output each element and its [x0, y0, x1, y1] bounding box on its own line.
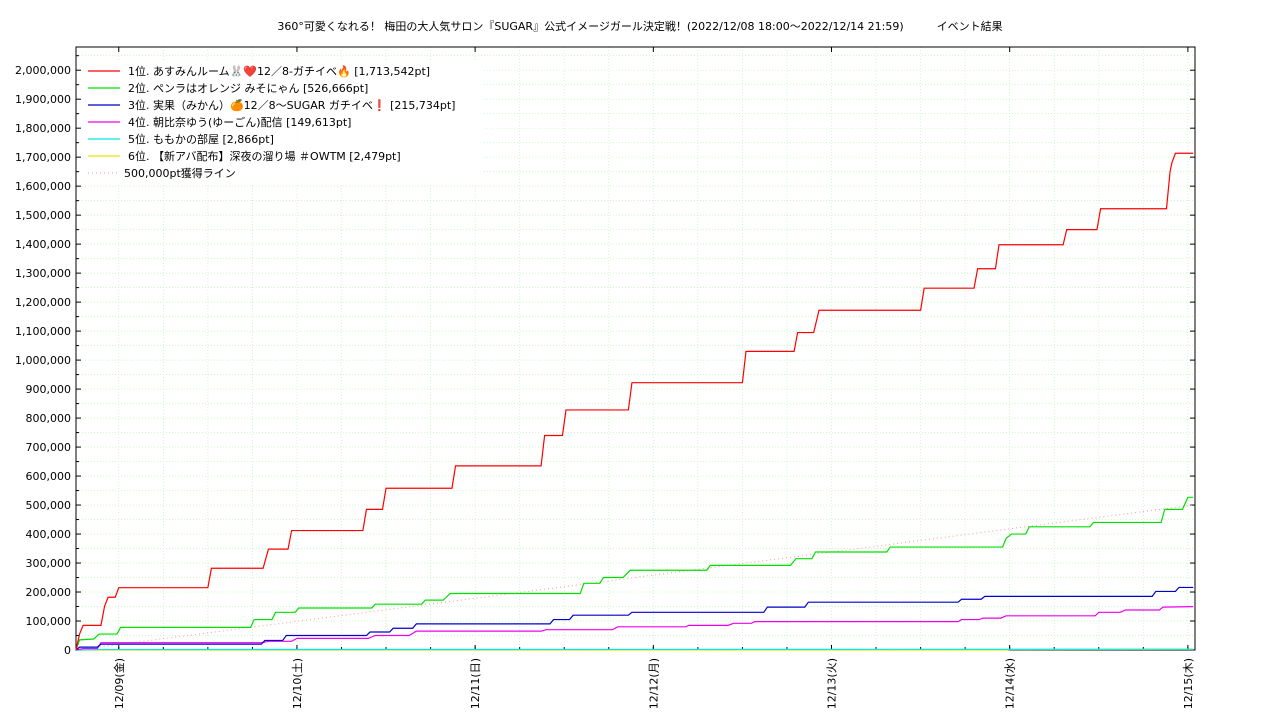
- legend-label-4: 4位. 朝比奈ゆう(ゆーごん)配信 [149,613pt]: [128, 115, 351, 129]
- x-tick-label: 12/10(土): [291, 658, 304, 709]
- y-tick-label: 100,000: [26, 615, 72, 628]
- legend-label-1: 1位. あすみんルーム🐰❤️12／8-ガチイベ🔥 [1,713,542pt]: [128, 64, 430, 78]
- x-tick-label: 12/12(月): [647, 658, 660, 709]
- y-tick-label: 1,600,000: [15, 180, 71, 193]
- y-tick-label: 1,800,000: [15, 122, 71, 135]
- chart-title: 360°可愛くなれる！ 梅田の大人気サロン『SUGAR』公式イメージガール決定戦…: [277, 20, 1003, 33]
- legend-background: [82, 60, 482, 185]
- legend-label-5: 5位. ももかの部屋 [2,866pt]: [128, 132, 274, 146]
- y-tick-label: 500,000: [26, 499, 72, 512]
- x-tick-label: 12/15(木): [1182, 658, 1195, 709]
- legend-label-6: 6位. 【新アバ配布】深夜の溜り場 ＃OWTM [2,479pt]: [128, 149, 401, 163]
- y-tick-label: 1,900,000: [15, 93, 71, 106]
- y-tick-label: 600,000: [26, 470, 72, 483]
- y-tick-label: 700,000: [26, 441, 72, 454]
- series-line-1: [75, 152, 1194, 651]
- y-tick-label: 1,700,000: [15, 151, 71, 164]
- y-tick-label: 1,500,000: [15, 209, 71, 222]
- y-tick-label: 1,200,000: [15, 296, 71, 309]
- x-tick-label: 12/13(火): [826, 658, 839, 709]
- y-tick-label: 900,000: [26, 383, 72, 396]
- y-tick-label: 1,400,000: [15, 238, 71, 251]
- y-tick-label: 300,000: [26, 557, 72, 570]
- y-tick-label: 1,100,000: [15, 325, 71, 338]
- y-tick-label: 200,000: [26, 586, 72, 599]
- x-tick-label: 12/11(日): [469, 658, 482, 709]
- series-line-3: [75, 586, 1194, 651]
- y-tick-label: 1,300,000: [15, 267, 71, 280]
- y-tick-label: 1,000,000: [15, 354, 71, 367]
- series-line-5: [75, 648, 1194, 651]
- series-line-2: [75, 496, 1194, 651]
- y-tick-label: 0: [64, 644, 71, 657]
- y-tick-label: 2,000,000: [15, 64, 71, 77]
- y-tick-label: 400,000: [26, 528, 72, 541]
- x-tick-label: 12/14(水): [1004, 658, 1017, 709]
- x-tick-label: 12/09(金): [112, 658, 126, 709]
- y-tick-label: 800,000: [26, 412, 72, 425]
- legend-label-3: 3位. 実果（みかん）🍊12／8〜SUGAR ガチイベ❗️ [215,734pt…: [128, 98, 455, 112]
- legend-label-2: 2位. ペンラはオレンジ みそにゃん [526,666pt]: [128, 81, 368, 95]
- series-line-4: [75, 606, 1194, 651]
- legend-label-reference: 500,000pt獲得ライン: [124, 167, 236, 180]
